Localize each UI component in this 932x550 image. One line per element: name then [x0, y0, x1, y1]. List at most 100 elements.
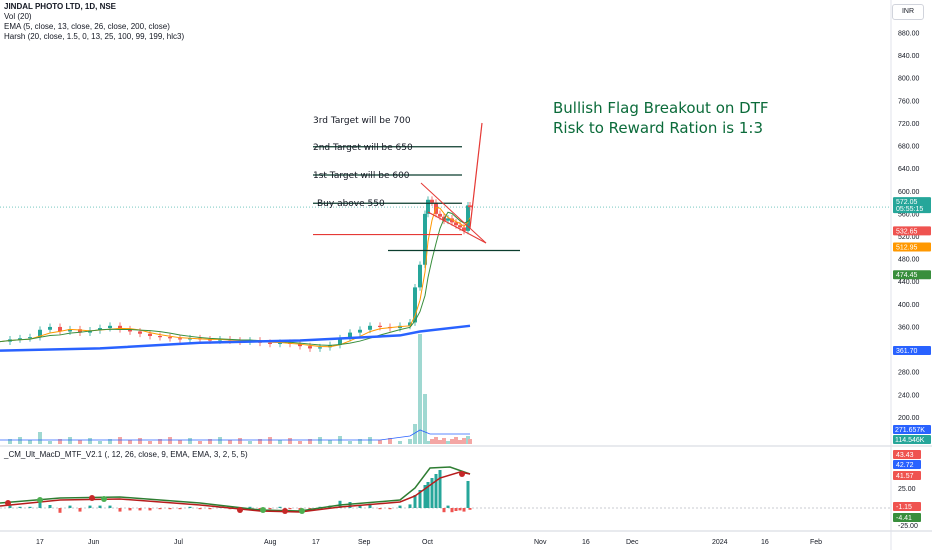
- time-axis-tick: Feb: [810, 539, 822, 546]
- volume-bar: [98, 441, 102, 444]
- candle-body: [168, 337, 172, 339]
- macd-cross-dot: [89, 495, 95, 501]
- macd-label-badge: [893, 450, 921, 459]
- symbol-title[interactable]: JINDAL PHOTO LTD, 1D, NSE: [4, 2, 117, 11]
- price-axis-tick: 760.00: [898, 98, 920, 105]
- macd-histogram-bar: [88, 505, 92, 508]
- macd-cross-dot: [237, 507, 243, 513]
- volume-label-badge: [893, 425, 931, 434]
- macd-histogram-bar: [426, 482, 430, 508]
- macd-histogram-bar: [434, 474, 438, 508]
- volume-bar: [228, 440, 232, 444]
- volume-bar: [388, 438, 392, 444]
- time-axis-tick: 17: [312, 539, 320, 546]
- candle-body: [430, 199, 434, 203]
- volume-bar: [446, 441, 450, 444]
- volume-bar: [298, 441, 302, 444]
- macd-histogram-bar: [148, 508, 152, 511]
- price-axis-tick: 800.00: [898, 76, 920, 83]
- macd-histogram-bar: [278, 506, 282, 508]
- volume-bar: [450, 439, 454, 444]
- price-axis-tick: 240.00: [898, 392, 920, 399]
- candle-body: [408, 322, 412, 326]
- macd-histogram-bar: [413, 495, 417, 508]
- macd-histogram-bar: [98, 505, 102, 508]
- volume-bar: [28, 440, 32, 444]
- price-label-badge: [893, 242, 931, 252]
- macd-indicator-label[interactable]: _CM_Ult_MacD_MTF_V2.1 (, 12, 26, close, …: [4, 450, 248, 459]
- volume-bar: [78, 440, 82, 444]
- price-axis-tick: 840.00: [898, 53, 920, 60]
- price-label-badge: [893, 345, 931, 355]
- volume-bar: [48, 441, 52, 444]
- macd-cross-dot: [5, 500, 11, 506]
- ema-26-line: [0, 211, 471, 346]
- candle-body: [423, 213, 427, 265]
- candle-body: [28, 337, 32, 339]
- price-axis-tick: 440.00: [898, 279, 920, 286]
- volume-bar: [378, 440, 382, 444]
- candle-body: [188, 338, 192, 340]
- macd-cross-dot: [282, 508, 288, 514]
- candle-body: [418, 264, 422, 288]
- harsh-indicator-label[interactable]: Harsh (20, close, 1.5, 0, 13, 25, 100, 9…: [4, 32, 185, 41]
- macd-axis-tick: -25.00: [898, 523, 918, 530]
- price-label-badge: [893, 197, 931, 214]
- candle-body: [298, 343, 302, 347]
- price-axis-tick: 280.00: [898, 370, 920, 377]
- volume-bar: [118, 437, 122, 444]
- candle-body: [454, 222, 458, 226]
- macd-label-value: 41.57: [896, 473, 914, 480]
- volume-label-value: 271.657K: [895, 427, 925, 434]
- price-axis-tick: 200.00: [898, 415, 920, 422]
- time-axis-tick: Dec: [626, 539, 639, 546]
- macd-histogram-bar: [450, 508, 454, 513]
- volume-indicator-label[interactable]: Vol (20): [4, 12, 32, 21]
- macd-histogram-bar: [268, 508, 272, 510]
- volume-bar: [168, 437, 172, 444]
- volume-bar: [258, 439, 262, 444]
- candle-body: [462, 227, 466, 231]
- candle-body: [328, 345, 332, 348]
- volume-bar: [430, 439, 434, 444]
- candle-body: [18, 338, 22, 340]
- macd-axis-tick: 25.00: [898, 486, 916, 493]
- macd-histogram-bar: [18, 506, 22, 508]
- time-axis-tick: Nov: [534, 539, 547, 546]
- volume-bar: [8, 439, 12, 444]
- macd-histogram-bar: [388, 508, 392, 510]
- macd-histogram-bar: [378, 508, 382, 510]
- volume-bar: [458, 440, 462, 444]
- candle-body: [413, 287, 417, 323]
- macd-histogram-bar: [258, 508, 262, 511]
- candle-body: [308, 346, 312, 349]
- ema-indicator-label[interactable]: EMA (5, close, 13, close, 26, close, 200…: [4, 22, 170, 31]
- time-axis-tick: Jul: [174, 539, 183, 546]
- macd-histogram-bar: [398, 505, 402, 508]
- macd-histogram-bar: [168, 508, 172, 510]
- candle-body: [338, 338, 342, 346]
- time-axis-tick: Aug: [264, 539, 277, 546]
- volume-bar: [58, 439, 62, 444]
- macd-histogram-bar: [462, 508, 466, 512]
- macd-histogram-bar: [466, 481, 470, 508]
- macd-histogram-bar: [78, 508, 82, 512]
- volume-bar: [158, 439, 162, 444]
- candle-body: [450, 218, 454, 223]
- candle-body: [178, 338, 182, 340]
- candle-body: [458, 225, 462, 228]
- price-label-value: 361.70: [896, 348, 918, 355]
- macd-cross-dot: [299, 508, 305, 514]
- currency-button[interactable]: INR: [892, 4, 924, 20]
- macd-histogram-bar: [423, 485, 427, 508]
- macd-histogram-bar: [198, 508, 202, 510]
- candle-body: [468, 205, 472, 208]
- time-axis-tick: Oct: [422, 539, 433, 546]
- macd-histogram-bar: [158, 508, 162, 510]
- buy-level-label: Buy above 550: [317, 199, 385, 209]
- macd-histogram-bar: [208, 508, 212, 510]
- volume-bar: [288, 438, 292, 444]
- candle-body: [68, 329, 72, 332]
- volume-label-badge: [893, 435, 931, 444]
